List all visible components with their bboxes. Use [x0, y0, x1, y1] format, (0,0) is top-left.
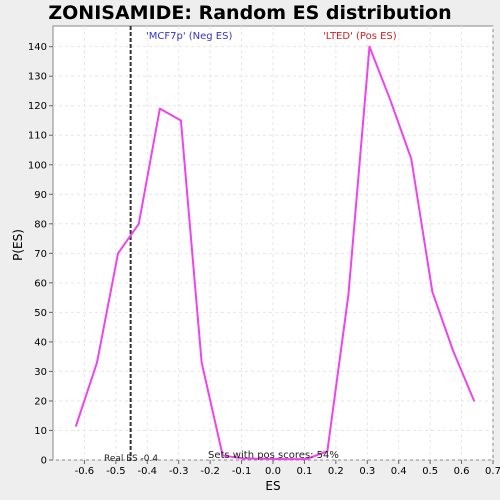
- y-tick-label: 30: [34, 367, 47, 378]
- data-point: [389, 99, 392, 101]
- data-point: [96, 361, 98, 364]
- neg-es-label: 'MCF7p' (Neg ES): [146, 31, 232, 42]
- data-point: [473, 400, 475, 402]
- x-tick-label: -0.4: [138, 466, 158, 477]
- y-tick-label: 110: [28, 131, 47, 142]
- data-point: [410, 158, 413, 160]
- data-point: [75, 425, 77, 427]
- x-tick-label: -0.6: [75, 466, 95, 477]
- data-point: [305, 458, 308, 460]
- data-point: [138, 223, 140, 225]
- y-tick-label: 90: [34, 190, 47, 201]
- data-point: [368, 45, 371, 48]
- data-point: [431, 290, 434, 293]
- y-tick-label: 80: [34, 219, 47, 230]
- y-ticks: 0 10 20 30 40 50 60 70 80 90 100 110 120 130 140: [28, 42, 53, 467]
- x-tick-label: -0.3: [169, 466, 189, 477]
- y-tick-label: 10: [34, 426, 47, 437]
- y-tick-label: 130: [28, 72, 47, 83]
- pos-scores-label: Sets with pos scores: 54%: [208, 450, 339, 461]
- x-axis-label: ES: [265, 479, 280, 493]
- data-point: [452, 349, 454, 352]
- data-point: [117, 252, 119, 255]
- data-point: [242, 457, 245, 460]
- data-point: [200, 361, 203, 364]
- chart-title: ZONISAMIDE: Random ES distribution: [48, 2, 451, 24]
- x-tick-label: 0.3: [359, 466, 375, 477]
- data-point: [159, 107, 161, 110]
- x-tick-label: 0.1: [296, 466, 312, 477]
- x-tick-label: -0.2: [200, 466, 220, 477]
- x-tick-label: 0.7: [485, 466, 500, 477]
- x-tick-label: 0.6: [454, 466, 470, 477]
- pos-es-label: 'LTED' (Pos ES): [323, 31, 397, 42]
- grid: [53, 26, 494, 461]
- y-tick-label: 40: [34, 337, 47, 348]
- x-tick-label: 0.4: [391, 466, 407, 477]
- x-tick-label: 0.2: [328, 466, 344, 477]
- y-tick-label: 140: [28, 42, 47, 53]
- data-point: [347, 293, 350, 296]
- data-point: [326, 450, 329, 452]
- data-point: [221, 454, 224, 457]
- x-tick-label: -0.5: [106, 466, 126, 477]
- y-tick-label: 60: [34, 278, 47, 289]
- y-tick-label: 50: [34, 308, 47, 319]
- y-tick-label: 120: [28, 101, 47, 112]
- data-point: [180, 119, 182, 122]
- y-tick-label: 70: [34, 249, 47, 260]
- x-tick-label: -0.1: [232, 466, 252, 477]
- y-tick-label: 0: [41, 456, 47, 467]
- real-es-label: Real ES -0.4: [104, 454, 158, 464]
- series-points: [75, 45, 475, 460]
- data-point: [284, 458, 287, 460]
- y-axis-label: P(ES): [11, 229, 25, 261]
- x-tick-label: 0.5: [422, 466, 438, 477]
- y-tick-label: 100: [28, 160, 47, 171]
- x-tick-label: 0.0: [265, 466, 281, 477]
- y-tick-label: 20: [34, 396, 47, 407]
- x-ticks: -0.6 -0.5 -0.4 -0.3 -0.2 -0.1 0.0 0.1 0.2 0.3 0.4 0…: [75, 460, 500, 477]
